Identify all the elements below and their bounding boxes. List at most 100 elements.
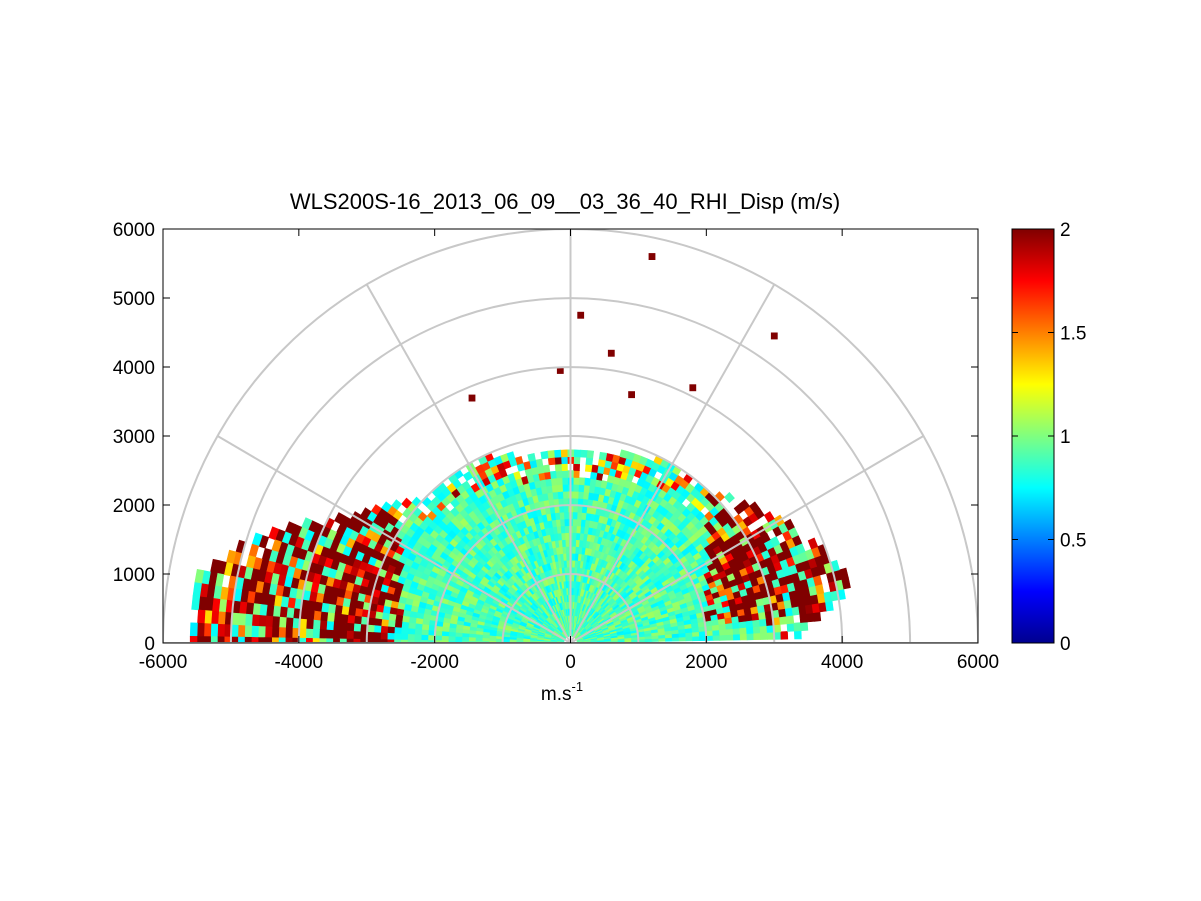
data-cell [210,610,220,625]
data-cell [725,628,734,636]
data-cell [244,613,253,627]
data-cell [527,452,536,462]
data-cell [739,627,748,635]
data-cell [582,491,590,500]
data-cell [279,606,288,619]
data-cell [244,625,253,638]
y-tick-label: 6000 [113,220,155,241]
data-cell [291,637,300,643]
data-cell [745,619,754,628]
data-cell [481,637,490,642]
data-cell [560,449,568,458]
data-cell [749,501,761,513]
isolated-cell [468,394,476,402]
data-cell [571,552,576,561]
data-cell [726,633,734,641]
data-cell [407,633,415,641]
data-cell [353,623,362,633]
data-cell [746,632,755,641]
data-cell [738,499,750,511]
isolated-cell [628,391,635,399]
x-tick-label: -6000 [139,652,188,673]
data-cell [203,623,212,637]
data-cell [554,456,562,465]
isolated-cell [770,332,778,340]
y-tick-label: 1000 [113,565,155,586]
data-cell [759,625,768,634]
data-cell [394,620,403,629]
colorbar-ticks: 0 0.5 1 1.5 2 [1012,220,1086,655]
data-cell [388,613,397,622]
data-cell [318,638,327,643]
data-cell [264,626,273,639]
data-cell [564,525,569,534]
data-cell [339,630,348,640]
data-cell [763,511,775,523]
isolated-cell [648,253,656,260]
data-cell [692,635,700,642]
data-cell [421,624,430,631]
data-cell [244,636,252,643]
data-cell [251,636,259,643]
data-cell [401,615,410,624]
colorbar: 0 0.5 1 1.5 2 [1011,220,1086,655]
data-cell [778,608,787,618]
data-cell [785,614,795,625]
data-cell [760,632,768,640]
data-cell [554,463,562,472]
data-cell [339,638,347,643]
data-cell [448,631,456,638]
axis-ticks [162,228,979,644]
angle-spoke [569,435,924,643]
data-cell [407,628,416,636]
data-cell [572,477,580,485]
isolated-cell [689,384,697,392]
data-cell [312,619,321,630]
chart-title: WLS200S-16_2013_06_09__03_36_40_RHI_Disp… [290,189,840,214]
data-cell [573,463,581,472]
data-cell [196,622,205,637]
data-cell [576,518,582,527]
data-cell [793,622,802,632]
data-cell [284,637,293,643]
data-cell [413,634,422,641]
data-cell [719,634,728,641]
data-cell [571,546,576,554]
data-cell [752,619,761,628]
data-cell [572,483,580,492]
data-cell [271,616,280,628]
angle-spoke [569,283,776,643]
x-tick-label: 0 [565,652,576,673]
data-cell [753,632,761,641]
data-cell [223,636,232,643]
data-cell [305,628,314,639]
data-cell [373,618,383,627]
data-cell [806,612,815,623]
data-cell [197,609,206,624]
data-cell [555,477,563,486]
y-tick-label: 5000 [113,289,155,310]
data-cell [278,616,287,629]
data-cell [799,613,808,623]
x-axis-tick-labels: -6000 -4000 -2000 0 2000 4000 6000 [139,652,999,673]
data-cell [217,636,225,643]
data-cell [346,622,355,632]
data-cell [724,491,735,504]
data-cell [579,449,588,458]
data-cell [393,633,402,641]
data-cell [237,636,245,643]
data-cell [718,628,727,636]
data-cell [251,614,260,627]
isolated-cell [577,311,585,319]
data-cell [326,612,335,623]
data-cell [217,623,225,638]
data-cell [586,450,595,459]
x-tick-label: 2000 [685,652,727,673]
data-cell [746,626,754,634]
data-cell [210,636,218,643]
data-cell [312,638,320,643]
data-cell [752,625,761,634]
data-cell [447,636,456,642]
data-cell [332,621,341,632]
